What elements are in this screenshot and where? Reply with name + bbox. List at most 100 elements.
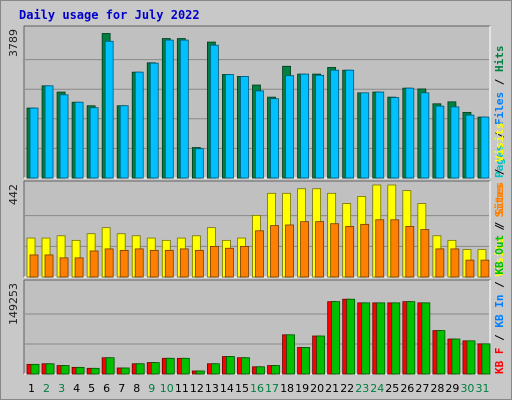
bar-sites — [149, 249, 159, 278]
bar-kb-out — [421, 302, 431, 375]
legend: Pages / Files / Hits — [493, 46, 506, 179]
x-tick-label: 13 — [205, 382, 219, 395]
bar-kb-out — [271, 365, 280, 375]
bar-files — [300, 73, 309, 179]
legend-entry: Hits — [493, 46, 506, 73]
bar-files — [89, 107, 99, 179]
x-tick-label: 8 — [133, 382, 140, 395]
bar-sites — [59, 257, 69, 278]
bar-sites — [74, 257, 84, 278]
bar-sites — [134, 248, 144, 278]
bar-sites — [44, 254, 54, 278]
x-tick-label: 31 — [475, 382, 489, 395]
x-tick-label: 19 — [295, 382, 309, 395]
bar-files — [209, 44, 219, 179]
legend-entry: Sites — [493, 184, 506, 217]
bar-sites — [300, 221, 309, 278]
bar-sites — [29, 254, 39, 278]
bar-kb-out — [481, 343, 491, 375]
x-tick-label: 4 — [73, 382, 80, 395]
chart-panel-middle: 442 Visits / Sites — [7, 180, 506, 278]
legend-separator: / — [493, 275, 506, 295]
legend-entry: Visits — [493, 237, 506, 277]
legend: KB F / KB In / KB Out / Sites / Visits — [493, 122, 506, 374]
bar-sites — [330, 223, 340, 278]
bar-files — [104, 40, 114, 179]
bar-sites — [360, 223, 370, 278]
legend-separator: / — [493, 215, 506, 235]
bar-kb-out — [376, 302, 386, 375]
bar-sites — [480, 259, 490, 278]
bar-kb-out — [286, 334, 295, 375]
bar-kb-out — [180, 357, 190, 375]
x-tick-label: 30 — [460, 382, 474, 395]
bar-kb-out — [466, 340, 476, 375]
bar-kb-out — [436, 330, 446, 375]
legend-entry: Visits — [493, 122, 506, 162]
bar-kb-out — [60, 365, 70, 375]
x-tick-label: 3 — [58, 382, 65, 395]
x-tick-label: 20 — [310, 382, 324, 395]
bar-sites — [435, 248, 445, 278]
legend-entry: KB Out — [493, 235, 506, 275]
bar-kb-out — [30, 363, 40, 375]
x-tick-label: 16 — [250, 382, 264, 395]
bar-files — [375, 91, 385, 179]
bar-kb-out — [195, 370, 205, 375]
bar-kb-out — [406, 301, 416, 375]
legend: Visits / Sites — [493, 184, 506, 277]
bar-kb-out — [105, 357, 115, 375]
bar-sites — [375, 219, 385, 278]
bar-kb-out — [90, 367, 100, 375]
bar-files — [29, 107, 39, 179]
bar-kb-out — [75, 366, 85, 375]
x-tick-label: 14 — [220, 382, 234, 395]
x-tick-label: 17 — [265, 382, 279, 395]
bar-files — [119, 105, 129, 179]
legend-separator: / — [493, 217, 506, 237]
x-tick-label: 28 — [430, 382, 444, 395]
bar-files — [315, 74, 325, 179]
bar-files — [59, 94, 69, 179]
bar-sites — [255, 230, 264, 278]
bar-files — [44, 85, 54, 179]
bar-sites — [390, 219, 400, 278]
bar-files — [345, 69, 355, 179]
bar-files — [270, 98, 279, 179]
x-tick-label: 26 — [400, 382, 414, 395]
bar-files — [134, 71, 144, 179]
x-tick-label: 18 — [280, 382, 294, 395]
x-tick-label: 7 — [118, 382, 125, 395]
bar-kb-out — [316, 335, 326, 375]
bar-files — [74, 101, 84, 179]
x-tick-label: 10 — [160, 382, 174, 395]
bar-sites — [270, 225, 279, 278]
bar-sites — [345, 226, 355, 278]
bar-files — [420, 92, 430, 179]
bar-kb-out — [135, 363, 145, 375]
x-axis-ticks: 1 2 3 4 5 6 7 8 9 10 11 12 13 14 15 16 17 18 19 20 21 22 23 24 2… — [28, 382, 489, 395]
bar-kb-out — [210, 363, 220, 375]
x-tick-label: 5 — [88, 382, 95, 395]
legend-entry: Pages — [493, 145, 506, 178]
bar-sites — [240, 246, 249, 278]
chart-panel-top: 3789 Pages / Files / Hits — [7, 25, 506, 179]
bar-files — [450, 106, 460, 179]
bar-sites — [465, 259, 475, 278]
bar-kb-out — [45, 363, 55, 375]
x-tick-label: 1 — [28, 382, 35, 395]
bar-kb-out — [150, 362, 160, 375]
chart-title: Daily usage for July 2022 — [19, 8, 200, 22]
bar-files — [360, 92, 370, 179]
legend-separator: / — [493, 125, 506, 145]
chart-panel-bottom: 149253 KB F / KB In / KB Out / Sites / Vi… — [7, 122, 506, 375]
x-tick-label: 2 — [43, 382, 50, 395]
bar-kb-out — [301, 347, 310, 375]
bar-kb-out — [120, 367, 130, 375]
x-tick-label: 6 — [103, 382, 110, 395]
bar-files — [194, 148, 204, 179]
bar-kb-out — [346, 298, 356, 375]
x-tick-label: 21 — [325, 382, 339, 395]
legend-separator: / — [493, 72, 506, 92]
